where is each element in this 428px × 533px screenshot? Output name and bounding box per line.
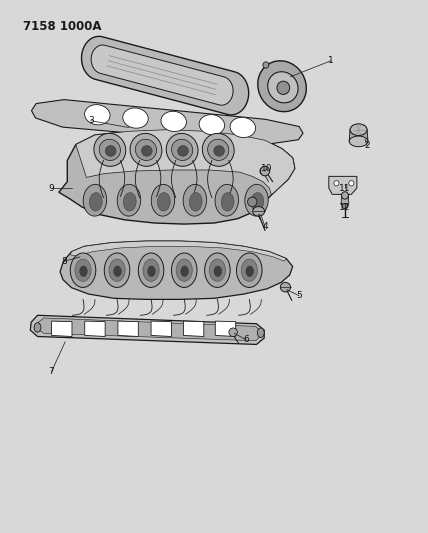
Polygon shape [81,36,249,115]
Text: 5: 5 [296,291,302,300]
Polygon shape [59,130,295,224]
Ellipse shape [268,72,298,103]
Text: 8: 8 [62,257,67,265]
Ellipse shape [75,259,91,281]
Polygon shape [76,130,295,195]
Ellipse shape [342,192,348,199]
Ellipse shape [189,192,202,211]
Ellipse shape [135,139,157,160]
Ellipse shape [114,266,121,277]
Polygon shape [215,321,236,336]
Polygon shape [85,321,105,336]
Ellipse shape [349,181,354,186]
Ellipse shape [260,166,270,176]
Ellipse shape [161,111,187,132]
Ellipse shape [247,197,257,207]
Ellipse shape [183,184,207,216]
Polygon shape [91,45,233,105]
Ellipse shape [229,328,238,336]
Ellipse shape [99,139,120,160]
Ellipse shape [251,192,264,211]
Text: 7: 7 [49,367,54,376]
Polygon shape [51,321,72,336]
Text: 1: 1 [328,56,334,65]
Ellipse shape [130,133,162,166]
Ellipse shape [277,81,290,94]
Ellipse shape [172,253,197,287]
Ellipse shape [94,133,126,166]
Ellipse shape [245,184,268,216]
Ellipse shape [260,167,268,175]
Ellipse shape [241,259,257,281]
Ellipse shape [237,253,262,287]
Ellipse shape [138,253,164,287]
Ellipse shape [280,282,291,292]
Ellipse shape [199,115,225,135]
Text: 7158 1000A: 7158 1000A [23,20,101,33]
Ellipse shape [89,192,102,211]
Polygon shape [118,321,138,336]
Ellipse shape [158,192,170,211]
Ellipse shape [123,192,136,211]
Ellipse shape [246,266,253,277]
Ellipse shape [34,322,41,332]
Text: 9: 9 [49,183,54,192]
Ellipse shape [83,184,107,216]
Ellipse shape [342,204,348,209]
Ellipse shape [349,136,368,147]
Ellipse shape [143,259,159,281]
Ellipse shape [176,259,192,281]
Ellipse shape [221,192,234,211]
Polygon shape [32,100,303,144]
Polygon shape [70,241,286,261]
Polygon shape [349,130,368,141]
Ellipse shape [181,266,188,277]
Ellipse shape [172,139,193,160]
Ellipse shape [230,117,256,138]
Text: 2: 2 [364,141,370,150]
Ellipse shape [123,108,148,128]
Ellipse shape [109,259,125,281]
Ellipse shape [214,146,224,156]
Text: 10: 10 [262,164,273,173]
Ellipse shape [208,139,229,160]
Polygon shape [183,321,204,336]
Polygon shape [329,176,357,195]
Text: 4: 4 [262,222,268,231]
Ellipse shape [104,253,130,287]
Ellipse shape [148,266,155,277]
Ellipse shape [263,62,269,68]
Text: 12: 12 [339,203,351,212]
Ellipse shape [350,124,367,135]
Ellipse shape [257,328,264,337]
Polygon shape [341,196,349,205]
Polygon shape [30,316,264,344]
Ellipse shape [80,266,87,277]
Text: 6: 6 [243,335,249,344]
Ellipse shape [258,61,306,111]
Ellipse shape [209,259,226,281]
Ellipse shape [214,266,222,277]
Ellipse shape [85,104,110,125]
Ellipse shape [142,146,152,156]
Ellipse shape [151,184,175,216]
Polygon shape [151,321,172,336]
Ellipse shape [215,184,238,216]
Ellipse shape [166,133,198,166]
Ellipse shape [205,253,230,287]
Polygon shape [60,241,293,300]
Ellipse shape [253,207,265,216]
Ellipse shape [70,253,96,287]
Ellipse shape [178,146,188,156]
Polygon shape [38,318,261,341]
Ellipse shape [202,133,234,166]
Ellipse shape [105,146,116,156]
Text: 11: 11 [339,183,351,192]
Text: 3: 3 [88,116,94,125]
Ellipse shape [117,184,141,216]
Ellipse shape [334,181,339,186]
